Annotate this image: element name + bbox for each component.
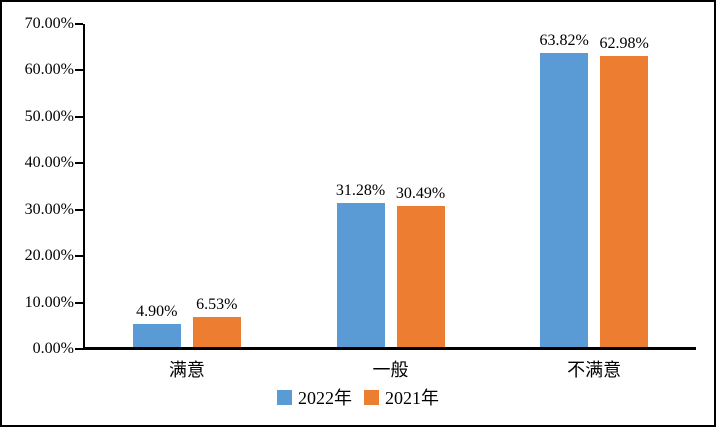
y-tick-mark bbox=[75, 69, 83, 72]
legend: 2022年 2021年 bbox=[2, 384, 714, 410]
bar-2021年-满意: 6.53% bbox=[192, 296, 241, 347]
legend-label: 2021年 bbox=[385, 388, 439, 408]
x-axis-line bbox=[83, 347, 696, 350]
bar-2022年-满意: 4.90% bbox=[132, 303, 181, 347]
bar-2022年-一般: 31.28% bbox=[336, 182, 385, 347]
bar-2022年-不满意: 63.82% bbox=[540, 32, 589, 347]
y-tick-mark bbox=[75, 255, 83, 258]
legend-item-2021年: 2021年 bbox=[364, 384, 439, 410]
data-label: 4.90% bbox=[136, 303, 178, 321]
y-tick-label: 30.00% bbox=[24, 200, 74, 218]
bar-2021年-一般: 30.49% bbox=[396, 185, 445, 347]
bar-group-不满意: 63.82% 62.98% bbox=[492, 24, 696, 347]
data-label: 30.49% bbox=[395, 185, 446, 203]
bar-group-一般: 31.28% 30.49% bbox=[289, 24, 493, 347]
y-tick-label: 60.00% bbox=[24, 61, 74, 79]
x-category-label: 一般 bbox=[372, 360, 409, 380]
data-label: 63.82% bbox=[539, 31, 589, 49]
legend-swatch-icon bbox=[277, 389, 292, 405]
y-tick-mark bbox=[75, 301, 83, 304]
x-category-label: 满意 bbox=[168, 360, 205, 380]
y-tick-label: 50.00% bbox=[24, 107, 74, 125]
x-axis-category-labels: 满意 一般 不满意 bbox=[85, 356, 696, 382]
bar-2021年-不满意: 62.98% bbox=[600, 35, 649, 347]
y-tick-mark bbox=[75, 208, 83, 211]
bar-group-满意: 4.90% 6.53% bbox=[85, 24, 289, 347]
y-tick-mark bbox=[75, 115, 83, 118]
y-tick-mark bbox=[75, 23, 83, 25]
y-tick-label: 40.00% bbox=[24, 154, 74, 172]
y-tick-mark bbox=[75, 348, 83, 350]
data-label: 6.53% bbox=[196, 295, 238, 313]
y-tick-label: 0.00% bbox=[32, 340, 74, 357]
y-tick-mark bbox=[75, 162, 83, 165]
x-category-label: 不满意 bbox=[567, 360, 622, 380]
legend-item-2022年: 2022年 bbox=[277, 384, 352, 410]
y-tick-label: 70.00% bbox=[24, 15, 74, 32]
y-tick-label: 20.00% bbox=[24, 247, 74, 265]
legend-swatch-icon bbox=[364, 389, 379, 405]
data-label: 62.98% bbox=[599, 35, 649, 53]
data-label: 31.28% bbox=[335, 181, 386, 199]
y-axis-line bbox=[83, 24, 85, 349]
plot-area: 4.90% 6.53% 31.28% 30.49% 63.82% 62.98% bbox=[85, 24, 696, 347]
y-tick-label: 10.00% bbox=[24, 293, 74, 311]
legend-label: 2022年 bbox=[298, 388, 352, 408]
